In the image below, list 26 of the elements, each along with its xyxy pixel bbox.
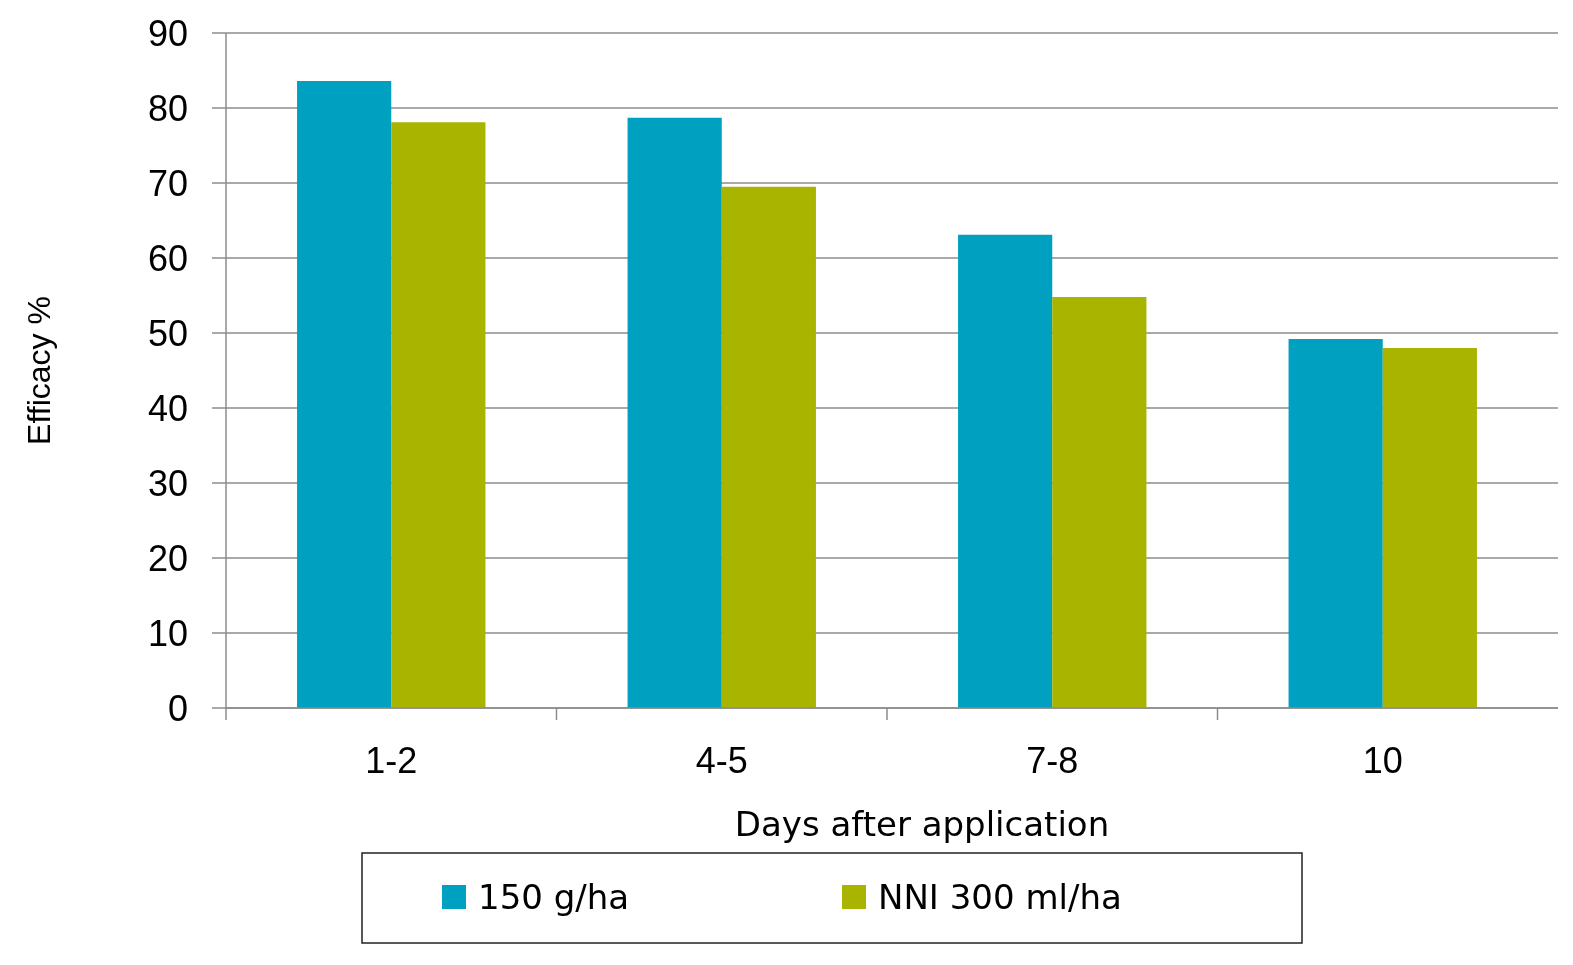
- y-tick-label: 90: [147, 12, 188, 54]
- y-tick-label: 50: [147, 312, 188, 354]
- x-tick-label: 4-5: [695, 740, 748, 781]
- y-tick-label: 10: [147, 612, 188, 654]
- legend-label: NNI 300 ml/ha: [878, 876, 1122, 917]
- y-axis-title: Efficacy %: [21, 296, 57, 445]
- x-tick-label: 10: [1362, 740, 1403, 781]
- x-tick-label: 1-2: [365, 740, 418, 781]
- y-tick-label: 80: [147, 87, 188, 129]
- bar: [721, 186, 816, 708]
- y-tick-label: 60: [147, 237, 188, 279]
- bar: [391, 122, 486, 708]
- bar: [1052, 297, 1147, 708]
- y-tick-label: 70: [147, 162, 188, 204]
- bar: [627, 117, 722, 708]
- x-axis-title: Days after application: [734, 804, 1110, 844]
- legend-label: 150 g/ha: [478, 876, 630, 917]
- bar: [958, 234, 1053, 708]
- y-tick-label: 40: [147, 387, 188, 429]
- y-tick-label: 30: [147, 462, 188, 504]
- y-tick-label: 20: [147, 537, 188, 579]
- bar: [1382, 348, 1477, 708]
- x-tick-label: 7-8: [1026, 740, 1079, 781]
- y-tick-label: 0: [167, 687, 188, 729]
- bar: [1288, 339, 1383, 708]
- bar: [297, 81, 392, 708]
